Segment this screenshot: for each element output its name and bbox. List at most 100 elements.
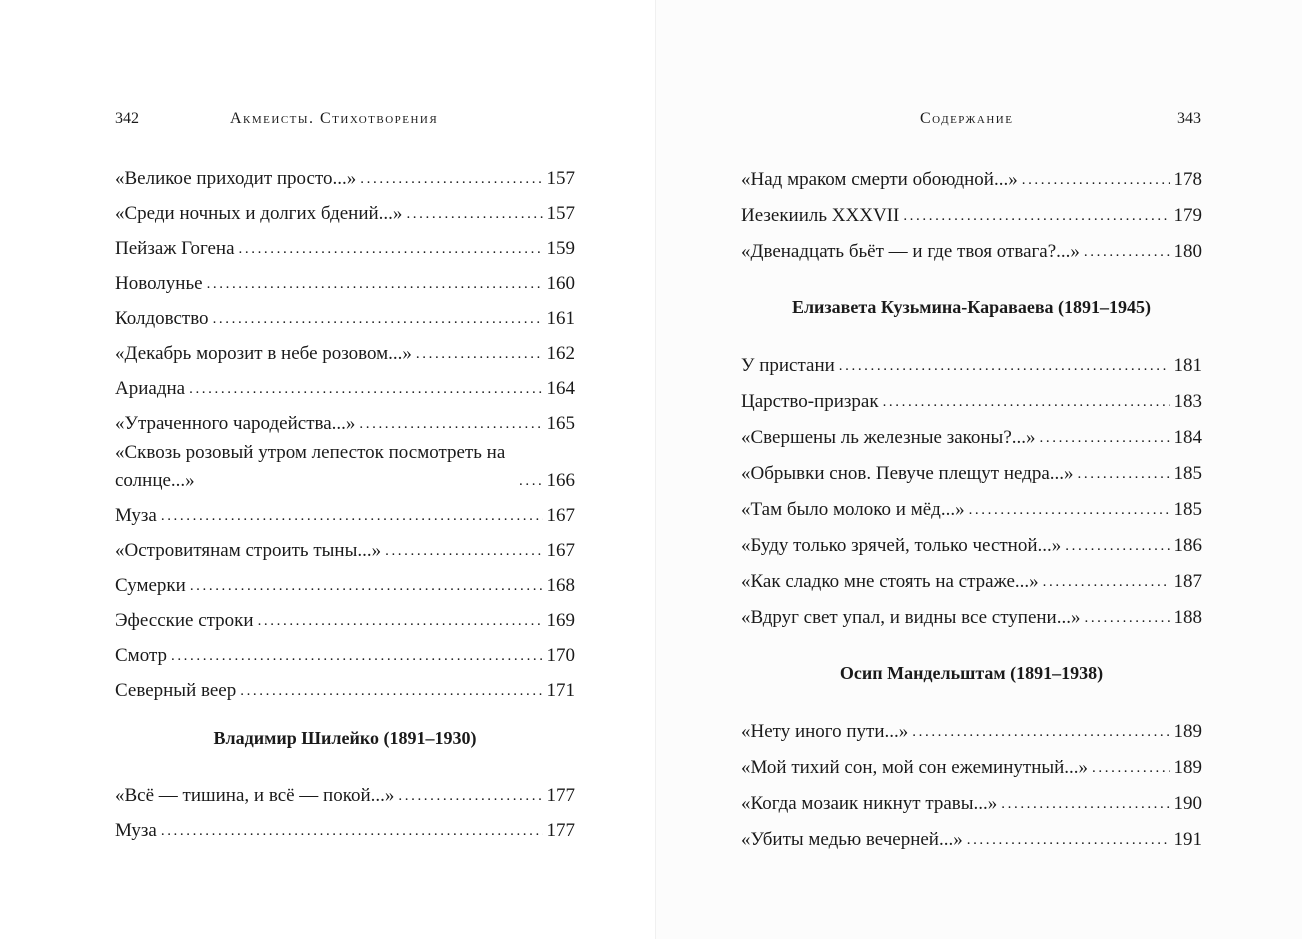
dot-leader: ........................................… [212,311,543,327]
dot-leader: ........................................… [1083,244,1170,260]
entry-page-number: 160 [546,273,576,294]
toc-entry[interactable]: «Там было молоко и мёд...»..............… [741,488,1202,524]
table-of-contents: «Над мраком смерти обоюдной...».........… [741,158,1202,854]
toc-entry[interactable]: Муза....................................… [115,495,575,530]
dot-leader: ........................................… [519,473,543,489]
toc-entry[interactable]: Иезекииль XXXVII........................… [741,194,1202,230]
entry-page-number: 162 [546,343,576,364]
entry-title: «Среди ночных и долгих бдений...» [115,203,403,224]
toc-entry[interactable]: Северный веер...........................… [115,670,575,705]
dot-leader: ........................................… [903,208,1170,224]
entry-page-number: 181 [1173,355,1203,376]
toc-entry[interactable]: «Убиты медью вечерней...»...............… [741,818,1202,854]
entry-page-number: 171 [546,680,576,701]
toc-entry[interactable]: «Обрывки снов. Певуче плещут недра...»..… [741,452,1202,488]
toc-entry[interactable]: Новолунье...............................… [115,263,575,298]
entry-page-number: 164 [546,378,576,399]
entry-title: «Декабрь морозит в небе розовом...» [115,343,412,364]
entry-title: «Утраченного чародейства...» [115,413,356,434]
dot-leader: ........................................… [385,543,542,559]
toc-entry[interactable]: Колдовство..............................… [115,298,575,333]
dot-leader: ........................................… [238,241,543,257]
toc-entry[interactable]: Сумерки.................................… [115,565,575,600]
toc-entry[interactable]: Царство-призрак.........................… [741,380,1202,416]
toc-entry[interactable]: «Свершены ль железные законы?...».......… [741,416,1202,452]
entry-title: «Нету иного пути...» [741,721,909,742]
toc-entry[interactable]: Муза....................................… [115,810,575,845]
running-head: Акмеисты. Стихотворения [230,110,439,127]
entry-title: «Буду только зрячей, только честной...» [741,535,1062,556]
entry-title: Эфесские строки [115,610,254,631]
dot-leader: ........................................… [170,648,543,664]
left-page: 342 Акмеисты. Стихотворения «Великое при… [115,110,575,845]
toc-entry[interactable]: Эфесские строки.........................… [115,600,575,635]
toc-entry[interactable]: Смотр...................................… [115,635,575,670]
dot-leader: ........................................… [838,358,1170,374]
dot-leader: ........................................… [1001,796,1169,812]
author-heading: Владимир Шилейко (1891–1930) [213,728,477,748]
toc-entry[interactable]: У пристани..............................… [741,344,1202,380]
entry-title: «Мой тихий сон, мой сон ежеминутный...» [741,757,1089,778]
toc-entry[interactable]: «Сквозь розовый утром лепесток посмотрет… [115,438,575,495]
entry-title: Иезекииль XXXVII [741,205,900,226]
toc-entry[interactable]: Пейзаж Гогена...........................… [115,228,575,263]
entry-page-number: 186 [1173,535,1203,556]
toc-entry[interactable]: Ариадна.................................… [115,368,575,403]
entry-title: Новолунье [115,273,203,294]
toc-entry[interactable]: «Островитянам строить тыны...»..........… [115,530,575,565]
dot-leader: ........................................… [189,578,543,594]
entry-page-number: 168 [546,575,576,596]
entry-page-number: 179 [1173,205,1203,226]
toc-entry[interactable]: «Среди ночных и долгих бдений...».......… [115,193,575,228]
entry-page-number: 183 [1173,391,1203,412]
toc-entry[interactable]: «Вдруг свет упал, и видны все ступени...… [741,596,1202,632]
toc-entry[interactable]: «Над мраком смерти обоюдной...».........… [741,158,1202,194]
toc-entry[interactable]: «Буду только зрячей, только честной...».… [741,524,1202,560]
right-page: Содержание 343 «Над мраком смерти обоюдн… [655,0,1302,939]
dot-leader: ........................................… [1092,760,1169,776]
dot-leader: ........................................… [398,788,542,804]
toc-entry[interactable]: «Двенадцать бьёт — и где твоя отвага?...… [741,230,1202,266]
entry-page-number: 167 [546,505,576,526]
entry-title: Ариадна [115,378,186,399]
entry-page-number: 166 [546,470,576,491]
dot-leader: ........................................… [1039,430,1170,446]
dot-leader: ........................................… [415,346,543,362]
entry-title: Муза [115,505,157,526]
toc-entry[interactable]: «Утраченного чародейства...»............… [115,403,575,438]
toc-entry[interactable]: «Когда мозаик никнут травы...»..........… [741,782,1202,818]
page-number: 342 [115,110,139,127]
entry-title: Сумерки [115,575,186,596]
dot-leader: ........................................… [189,381,543,397]
dot-leader: ........................................… [1077,466,1170,482]
entry-page-number: 184 [1173,427,1203,448]
toc-entry[interactable]: «Великое приходит просто...»............… [115,158,575,193]
entry-title: «Островитянам строить тыны...» [115,540,382,561]
toc-entry[interactable]: «Декабрь морозит в небе розовом...».....… [115,333,575,368]
toc-entry[interactable]: «Мой тихий сон, мой сон ежеминутный...».… [741,746,1202,782]
entry-page-number: 165 [546,413,576,434]
entry-page-number: 185 [1173,463,1203,484]
entry-page-number: 161 [546,308,576,329]
entry-page-number: 187 [1173,571,1203,592]
entry-title: У пристани [741,355,835,376]
entry-page-number: 188 [1173,607,1203,628]
dot-leader: ........................................… [160,508,543,524]
entry-page-number: 189 [1173,721,1203,742]
entry-page-number: 189 [1173,757,1203,778]
dot-leader: ........................................… [406,206,543,222]
toc-entry[interactable]: «Как сладко мне стоять на страже...»....… [741,560,1202,596]
entry-title: «Всё — тишина, и всё — покой...» [115,785,395,806]
entry-page-number: 178 [1173,169,1203,190]
dot-leader: ........................................… [1042,574,1170,590]
entry-title: Царство-призрак [741,391,879,412]
toc-entry[interactable]: «Нету иного пути...»....................… [741,710,1202,746]
dot-leader: ........................................… [160,823,543,839]
entry-page-number: 159 [546,238,576,259]
entry-title: «Там было молоко и мёд...» [741,499,965,520]
entry-page-number: 170 [546,645,576,666]
entry-title: Северный веер [115,680,237,701]
author-heading: Осип Мандельштам (1891–1938) [839,663,1104,683]
toc-entry[interactable]: «Всё — тишина, и всё — покой...»........… [115,775,575,810]
page-number: 343 [1177,110,1201,127]
